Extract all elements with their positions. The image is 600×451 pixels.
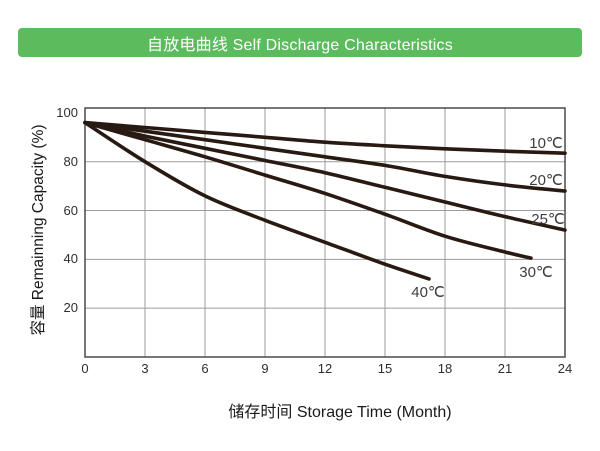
curve-label-20c: 20℃ (529, 172, 563, 189)
x-tick-label: 12 (317, 361, 333, 376)
x-tick-label: 3 (141, 361, 149, 376)
curve-20c (83, 120, 567, 193)
y-tick-label: 100 (56, 104, 78, 120)
plot-border (84, 107, 566, 358)
x-tick-label: 6 (201, 361, 209, 376)
x-tick-label: 9 (261, 361, 269, 376)
x-tick-label: 15 (377, 361, 393, 376)
x-axis-title: 储存时间 Storage Time (Month) (228, 404, 452, 421)
y-tick-label: 20 (63, 300, 78, 316)
x-tick-label: 0 (81, 361, 89, 376)
x-tick-label: 18 (437, 361, 453, 376)
curve-30c (83, 120, 533, 260)
chart-title-bar: 自放电曲线 Self Discharge Characteristics (18, 28, 582, 57)
y-tick-label: 40 (63, 251, 78, 267)
y-tick-label: 80 (63, 153, 78, 169)
x-tick-label: 21 (497, 361, 513, 376)
x-tick-label: 24 (557, 361, 573, 376)
curve-label-25c: 25℃ (531, 211, 565, 228)
y-tick-label: 60 (63, 202, 78, 218)
curve-10c (83, 120, 567, 155)
curve-25c (83, 120, 567, 232)
curve-40c (83, 120, 431, 281)
curve-label-40c: 40℃ (411, 284, 445, 301)
curve-label-30c: 30℃ (519, 264, 553, 281)
chart-title: 自放电曲线 Self Discharge Characteristics (147, 36, 453, 54)
curve-label-10c: 10℃ (529, 135, 563, 152)
